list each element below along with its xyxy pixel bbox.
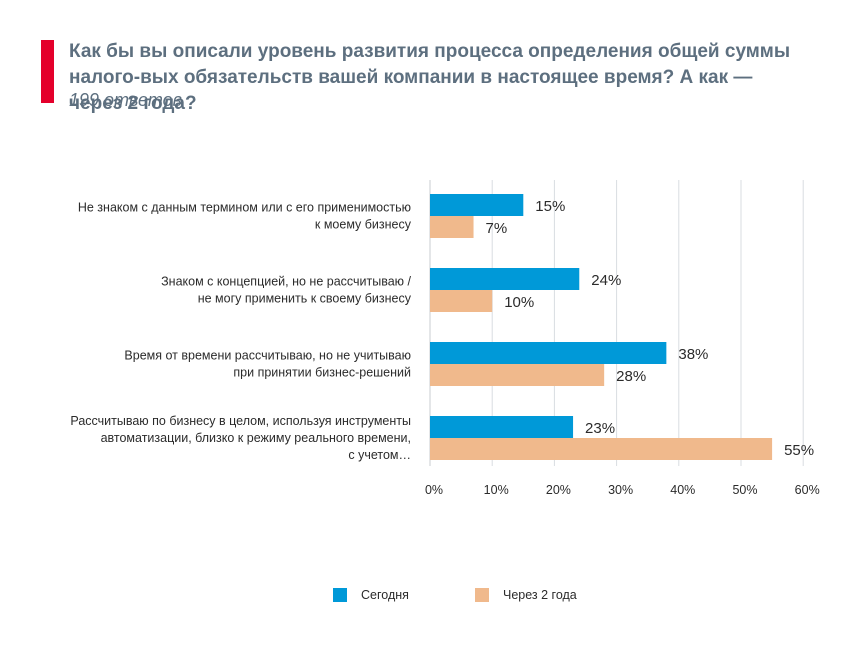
category-label: с учетом… xyxy=(348,448,411,462)
title-accent-bar xyxy=(41,40,54,103)
category-label: к моему бизнесу xyxy=(315,218,412,232)
x-tick-label: 10% xyxy=(484,483,509,497)
bar-today xyxy=(430,342,667,364)
x-tick-label: 30% xyxy=(608,483,633,497)
chart-title: Как бы вы описали уровень развития проце… xyxy=(69,41,791,114)
chart-legend: Сегодня Через 2 года xyxy=(0,588,842,608)
x-tick-label: 40% xyxy=(670,483,695,497)
data-label: 7% xyxy=(486,220,508,237)
legend-item-in-two-years: Через 2 года xyxy=(475,588,577,602)
response-count: 199 ответов xyxy=(69,90,183,110)
data-label: 15% xyxy=(535,198,565,215)
data-label: 10% xyxy=(504,294,534,311)
x-tick-label: 50% xyxy=(732,483,757,497)
bar-in-two-years xyxy=(430,216,474,238)
data-label: 23% xyxy=(585,420,615,437)
bar-today xyxy=(430,194,524,216)
legend-item-today: Сегодня xyxy=(333,588,409,602)
legend-swatch-in-two-years xyxy=(475,588,489,602)
x-tick-label: 60% xyxy=(795,483,820,497)
bar-today xyxy=(430,416,574,438)
bar-chart: 0% 10% 20% 30% 40% 50% 60% Не знаком с данным т… xyxy=(70,180,820,497)
category-label: не могу применить к своему бизнесу xyxy=(198,292,412,306)
category-label: Знаком с концепцией, но не рассчитываю / xyxy=(161,275,411,289)
legend-swatch-today xyxy=(333,588,347,602)
category-label: автоматизации, близко к режиму реального… xyxy=(101,431,411,445)
x-tick-label: 20% xyxy=(546,483,571,497)
category-label: Рассчитываю по бизнесу в целом, использу… xyxy=(70,414,411,428)
data-label: 24% xyxy=(591,272,621,289)
data-label: 55% xyxy=(784,442,814,459)
data-label: 28% xyxy=(616,368,646,385)
bar-in-two-years xyxy=(430,364,605,386)
category-label: Время от времени рассчитываю, но не учит… xyxy=(124,349,411,363)
legend-label-today: Сегодня xyxy=(361,588,409,602)
bar-today xyxy=(430,268,580,290)
category-label: Не знаком с данным термином или с его пр… xyxy=(78,201,411,215)
bar-in-two-years xyxy=(430,438,773,460)
category-label: при принятии бизнес-решений xyxy=(233,366,411,380)
x-tick-label: 0% xyxy=(425,483,443,497)
data-label: 38% xyxy=(678,346,708,363)
bar-in-two-years xyxy=(430,290,493,312)
legend-label-in-two-years: Через 2 года xyxy=(503,588,577,602)
